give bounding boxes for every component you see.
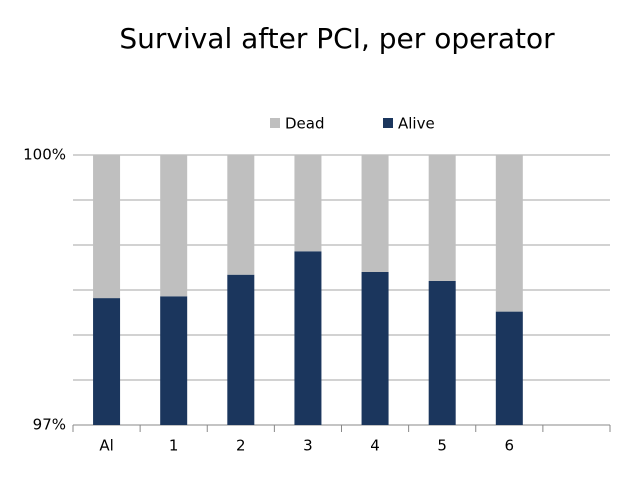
x-tick-label: 4 [370,437,380,455]
x-tick-label: 6 [505,437,515,455]
x-tick-label: 5 [437,437,447,455]
legend-swatch [270,118,280,128]
y-tick-label: 97% [33,416,66,434]
bar-segment [495,155,523,312]
legend-label: Alive [398,115,435,133]
bar-segment [227,155,255,275]
y-tick-label: 100% [23,146,66,164]
bar-segment [160,155,188,297]
x-tick-label: Al [99,437,113,455]
x-tick-label: 3 [303,437,313,455]
bar-segment [294,155,322,252]
bar-segment [160,296,188,425]
legend-label: Dead [285,115,325,133]
bar-segment [361,155,389,272]
chart-title: Survival after PCI, per operator [119,22,555,55]
bar-segment [428,281,456,425]
bar-segment [428,155,456,281]
bar-segment [294,251,322,425]
bar-segment [361,272,389,425]
x-tick-label: 1 [169,437,179,455]
bar-segment [93,155,121,299]
x-tick-label: 2 [236,437,246,455]
bar-segment [495,311,523,425]
bar-segment [227,274,255,425]
bar-segment [93,298,121,425]
legend-swatch [383,118,393,128]
